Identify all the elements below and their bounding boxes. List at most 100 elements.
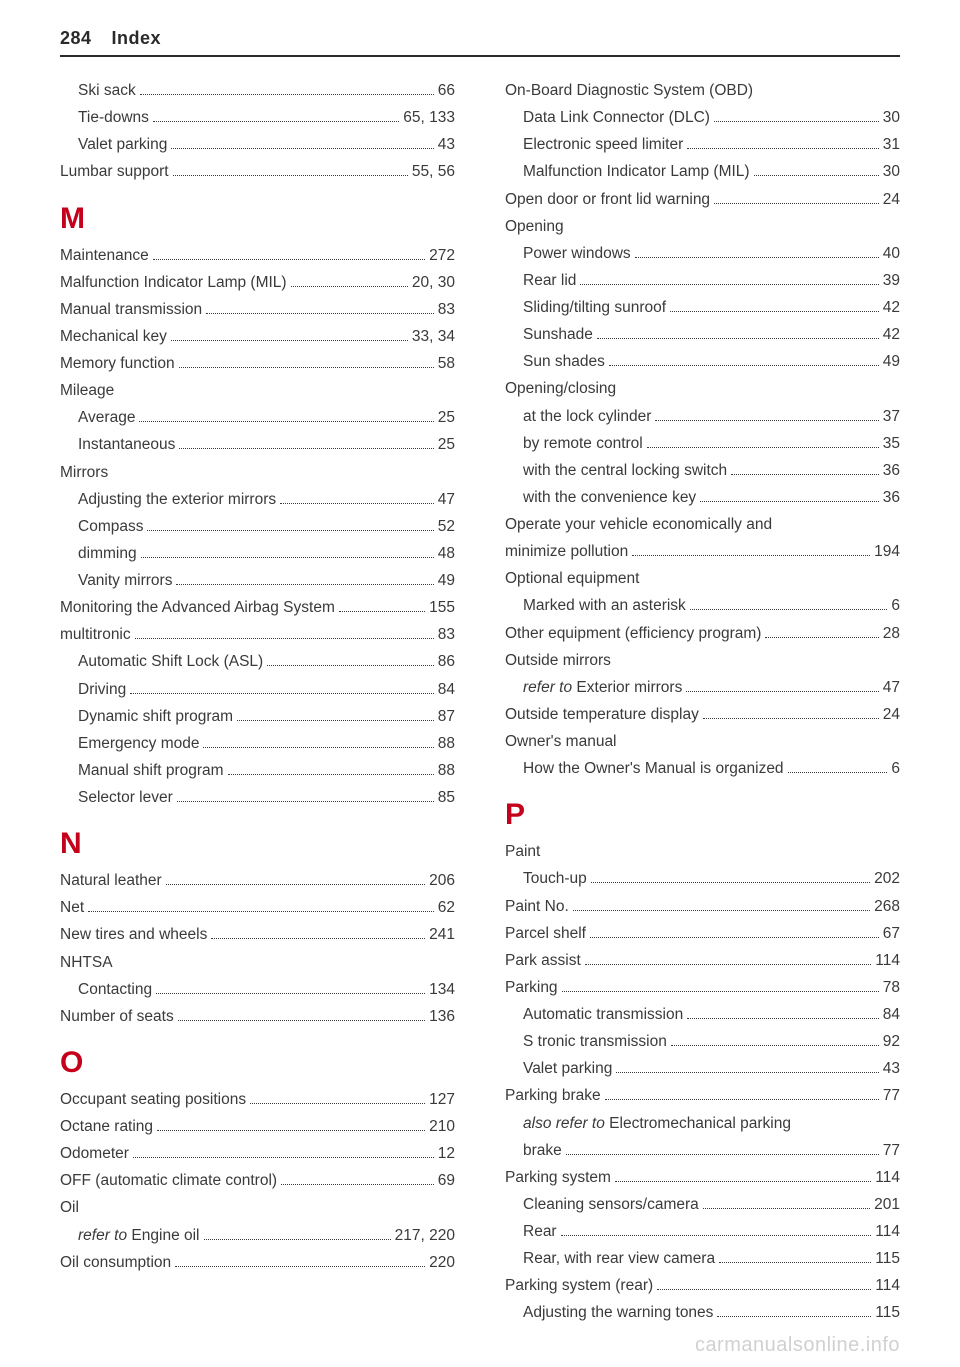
dot-leader [157, 1116, 425, 1131]
index-entry-label: Rear, with rear view camera [523, 1245, 715, 1272]
dot-leader [178, 1006, 425, 1021]
index-entry-label: Tie-downs [78, 104, 149, 131]
dot-leader [280, 489, 434, 504]
index-entry-label: Adjusting the warning tones [523, 1299, 713, 1326]
dot-leader [686, 677, 878, 692]
index-entry-label: by remote control [523, 430, 643, 457]
index-entry-page: 58 [438, 350, 455, 377]
index-entry-wrap: Operate your vehicle economically and [505, 511, 900, 538]
index-entry-page: 65, 133 [403, 104, 455, 131]
index-entry-label: Other equipment (efficiency program) [505, 620, 761, 647]
index-entry-page: 155 [429, 594, 455, 621]
index-entry-page: 67 [883, 920, 900, 947]
index-entry-label: Parking system (rear) [505, 1272, 653, 1299]
index-entry-page: 43 [438, 131, 455, 158]
dot-leader [765, 623, 878, 638]
index-entry: Data Link Connector (DLC)30 [505, 104, 900, 131]
index-entry: S tronic transmission92 [505, 1028, 900, 1055]
dot-leader [580, 270, 878, 285]
dot-leader [714, 107, 879, 122]
index-entry-label: New tires and wheels [60, 921, 207, 948]
index-entry-heading: Mileage [60, 377, 455, 404]
index-entry: New tires and wheels241 [60, 921, 455, 948]
index-entry-label: refer to Exterior mirrors [523, 674, 682, 701]
index-entry: Octane rating210 [60, 1113, 455, 1140]
index-entry-label: Dynamic shift program [78, 703, 233, 730]
index-entry-page: 114 [875, 1272, 900, 1299]
dot-leader [717, 1302, 871, 1317]
index-entry-page: 36 [883, 457, 900, 484]
index-entry: Sliding/tilting sunroof42 [505, 294, 900, 321]
index-entry-label: Contacting [78, 976, 152, 1003]
index-entry-page: 87 [438, 703, 455, 730]
index-entry: Touch-up202 [505, 865, 900, 892]
dot-leader [647, 433, 879, 448]
index-entry-label: Vanity mirrors [78, 567, 172, 594]
index-entry-page: 194 [874, 538, 900, 565]
dot-leader [88, 897, 434, 912]
index-entry: Monitoring the Advanced Airbag System155 [60, 594, 455, 621]
dot-leader [228, 760, 434, 775]
index-entry: Manual transmission83 [60, 296, 455, 323]
dot-leader [153, 245, 425, 260]
index-entry-heading: Paint [505, 838, 900, 865]
index-entry-page: 30 [883, 158, 900, 185]
dot-leader [133, 1143, 434, 1158]
dot-leader [291, 272, 408, 287]
index-title: Index [111, 28, 161, 48]
index-entry: Rear114 [505, 1218, 900, 1245]
left-column: Ski sack66Tie-downs65, 133Valet parking4… [60, 77, 455, 1327]
index-entry: Malfunction Indicator Lamp (MIL) 30 [505, 158, 900, 185]
index-entry: Maintenance 272 [60, 242, 455, 269]
index-entry-label: with the central locking switch [523, 457, 727, 484]
dot-leader [687, 134, 879, 149]
page-header: 284 Index [60, 28, 900, 57]
index-entry-page: 24 [883, 186, 900, 213]
dot-leader [250, 1089, 425, 1104]
index-entry-label: Instantaneous [78, 431, 175, 458]
index-entry-label: Ski sack [78, 77, 136, 104]
dot-leader [156, 979, 425, 994]
index-entry-label: Adjusting the exterior mirrors [78, 486, 276, 513]
index-entry-wrap: also refer to Electromechanical parking [505, 1110, 900, 1137]
index-entry: Marked with an asterisk6 [505, 592, 900, 619]
right-column: On-Board Diagnostic System (OBD)Data Lin… [505, 77, 900, 1327]
index-entry-label: with the convenience key [523, 484, 696, 511]
index-entry: Sunshade42 [505, 321, 900, 348]
index-entry-label: Number of seats [60, 1003, 174, 1030]
index-entry-page: 43 [883, 1055, 900, 1082]
index-entry-label: dimming [78, 540, 137, 567]
index-entry: Automatic Shift Lock (ASL) 86 [60, 648, 455, 675]
index-entry-heading: Optional equipment [505, 565, 900, 592]
index-entry-label: Lumbar support [60, 158, 169, 185]
index-entry-label: Outside temperature display [505, 701, 699, 728]
dot-leader [616, 1058, 878, 1073]
index-entry-label: Automatic Shift Lock (ASL) [78, 648, 263, 675]
index-entry-label: Malfunction Indicator Lamp (MIL) [523, 158, 750, 185]
index-entry: Emergency mode88 [60, 730, 455, 757]
dot-leader [179, 353, 434, 368]
index-entry-page: 272 [429, 242, 455, 269]
dot-leader [175, 1252, 425, 1267]
index-entry-label: Mechanical key [60, 323, 167, 350]
dot-leader [731, 460, 879, 475]
index-entry-label: Maintenance [60, 242, 149, 269]
index-entry: with the convenience key36 [505, 484, 900, 511]
index-entry-label: Sliding/tilting sunroof [523, 294, 666, 321]
page-title [96, 28, 107, 48]
dot-leader [597, 324, 879, 339]
dot-leader [171, 134, 433, 149]
index-entry-label: Occupant seating positions [60, 1086, 246, 1113]
index-entry-page: 206 [429, 867, 455, 894]
index-entry: Paint No.268 [505, 893, 900, 920]
index-entry-label: Valet parking [78, 131, 167, 158]
index-entry-page: 12 [438, 1140, 455, 1167]
index-entry-heading: On-Board Diagnostic System (OBD) [505, 77, 900, 104]
index-entry-page: 30 [883, 104, 900, 131]
dot-leader [788, 758, 888, 773]
index-entry-heading: NHTSA [60, 949, 455, 976]
dot-leader [655, 406, 878, 421]
index-entry-page: 52 [438, 513, 455, 540]
index-entry-page: 86 [438, 648, 455, 675]
index-entry-page: 37 [883, 403, 900, 430]
